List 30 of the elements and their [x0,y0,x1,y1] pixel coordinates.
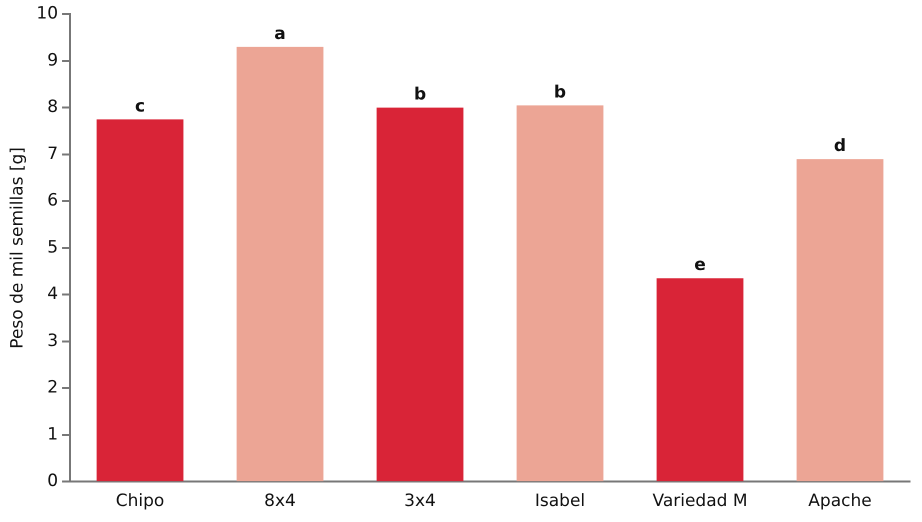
bar [236,46,324,482]
y-tick-label: 10 [36,4,58,24]
x-tick-label: 8x4 [264,491,296,512]
x-tick-label: Isabel [534,491,586,512]
x-tick-label: 3x4 [404,491,436,512]
annotation: c [134,96,146,116]
x-tick-label: Chipo [116,491,164,512]
y-tick-label: 8 [47,97,58,118]
annotation: e [694,255,706,276]
bar [376,108,464,482]
y-tick-label: 7 [47,144,58,164]
y-tick-label: 5 [47,237,58,258]
annotation: b [554,82,566,102]
bar [796,159,884,482]
bar [96,119,184,482]
bar [516,105,604,482]
y-tick-label: 9 [47,50,58,70]
annotation: d [834,136,846,156]
y-axis-title: Peso de mil semillas [g] [8,147,28,349]
y-tick-label: 3 [47,330,58,351]
annotation: b [414,84,426,105]
x-tick-label: Variedad M [652,491,748,512]
annotation: a [274,24,286,44]
y-tick-label: 4 [47,284,58,304]
x-tick-label: Apache [808,491,872,512]
y-tick-label: 2 [47,378,58,398]
y-tick-label: 6 [47,190,58,211]
bar [656,278,744,482]
y-tick-label: 1 [47,424,58,444]
y-tick-label: 0 [47,471,58,492]
